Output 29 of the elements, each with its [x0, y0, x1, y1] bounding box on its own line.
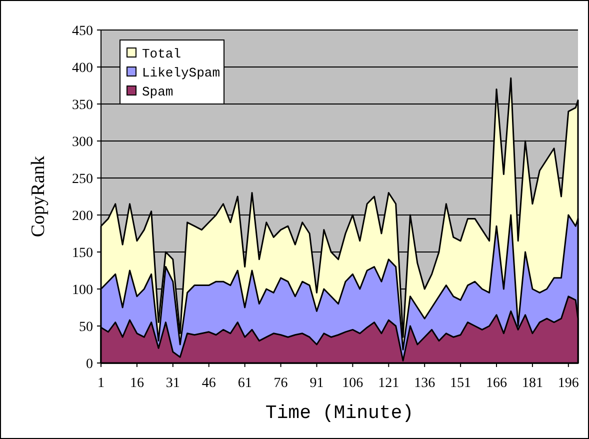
x-tick-label: 181: [522, 376, 543, 391]
x-tick-label: 106: [342, 376, 364, 391]
x-axis-title: Time (Minute): [265, 402, 414, 424]
x-tick-label: 46: [202, 376, 216, 391]
x-tick-label: 121: [378, 376, 400, 391]
y-tick-label: 150: [72, 246, 93, 261]
y-tick-label: 200: [72, 208, 93, 224]
x-tick-label: 196: [558, 376, 579, 391]
y-tick-label: 50: [79, 320, 93, 335]
x-tick-label: 16: [130, 376, 144, 391]
y-axis-title: CopyRank: [28, 155, 49, 238]
y-tick-label: 0: [86, 356, 93, 372]
y-tick-label: 400: [72, 60, 93, 76]
legend-label: Spam: [142, 84, 174, 100]
y-tick-label: 450: [72, 24, 93, 39]
x-tick-label: 166: [486, 376, 508, 391]
x-tick-label: 151: [450, 376, 472, 391]
x-tick-label: 136: [414, 376, 436, 391]
x-tick-label: 61: [238, 376, 252, 391]
x-tick-label: 31: [166, 376, 180, 391]
x-tick-label: 1: [98, 376, 104, 391]
y-tick-label: 300: [72, 134, 93, 150]
y-tick-label: 350: [72, 98, 93, 113]
y-tick-label: 100: [72, 282, 93, 298]
legend-label: Total: [142, 46, 182, 62]
legend-label: LikelySpam: [142, 66, 220, 81]
x-tick-label: 91: [310, 376, 324, 391]
x-tick-label: 76: [274, 376, 288, 391]
y-tick-label: 250: [72, 172, 93, 187]
